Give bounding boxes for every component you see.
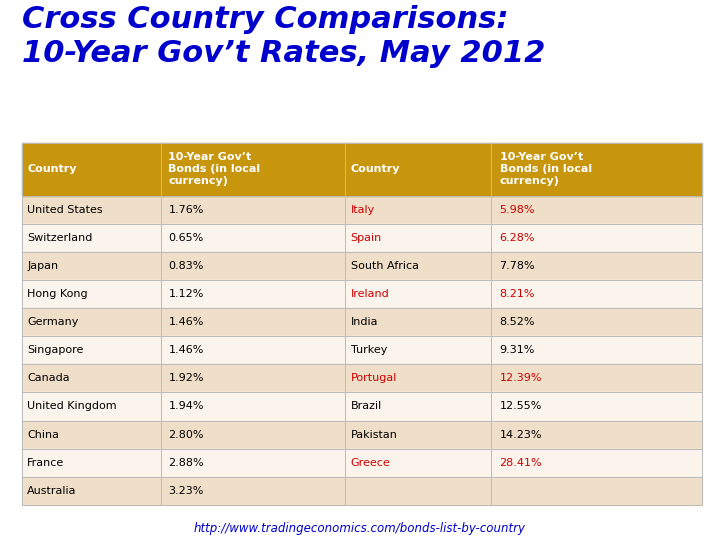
Text: 28.41%: 28.41% xyxy=(500,458,542,468)
Text: 0.83%: 0.83% xyxy=(168,261,204,271)
Text: Switzerland: Switzerland xyxy=(27,233,93,243)
Text: Canada: Canada xyxy=(27,373,70,383)
Text: Brazil: Brazil xyxy=(351,401,382,411)
Text: 1.76%: 1.76% xyxy=(168,205,204,214)
Text: United States: United States xyxy=(27,205,103,214)
Text: India: India xyxy=(351,317,378,327)
Text: 3.23%: 3.23% xyxy=(168,486,204,496)
Text: Ireland: Ireland xyxy=(351,289,390,299)
Text: 5.98%: 5.98% xyxy=(500,205,535,214)
Text: France: France xyxy=(27,458,64,468)
Text: Portugal: Portugal xyxy=(351,373,397,383)
Text: South Africa: South Africa xyxy=(351,261,418,271)
Text: 0.65%: 0.65% xyxy=(168,233,204,243)
Text: 2.80%: 2.80% xyxy=(168,430,204,440)
Text: Germany: Germany xyxy=(27,317,78,327)
Text: Country: Country xyxy=(27,164,76,174)
Text: Italy: Italy xyxy=(351,205,375,214)
Text: China: China xyxy=(27,430,59,440)
Text: Hong Kong: Hong Kong xyxy=(27,289,88,299)
Text: 10-Year Gov’t
Bonds (in local
currency): 10-Year Gov’t Bonds (in local currency) xyxy=(168,152,261,186)
Text: 1.94%: 1.94% xyxy=(168,401,204,411)
Text: 8.21%: 8.21% xyxy=(500,289,535,299)
Text: 1.46%: 1.46% xyxy=(168,345,204,355)
Text: 1.92%: 1.92% xyxy=(168,373,204,383)
Text: 7.78%: 7.78% xyxy=(500,261,535,271)
Text: Country: Country xyxy=(351,164,400,174)
Text: 6.28%: 6.28% xyxy=(500,233,535,243)
Text: http://www.tradingeconomics.com/bonds-list-by-country: http://www.tradingeconomics.com/bonds-li… xyxy=(194,522,526,535)
Text: 12.39%: 12.39% xyxy=(500,373,542,383)
Text: 2.88%: 2.88% xyxy=(168,458,204,468)
Text: Australia: Australia xyxy=(27,486,76,496)
Text: 14.23%: 14.23% xyxy=(500,430,542,440)
Text: 9.31%: 9.31% xyxy=(500,345,535,355)
Text: Greece: Greece xyxy=(351,458,390,468)
Text: 1.46%: 1.46% xyxy=(168,317,204,327)
Text: Turkey: Turkey xyxy=(351,345,387,355)
Text: Japan: Japan xyxy=(27,261,58,271)
Text: Singapore: Singapore xyxy=(27,345,84,355)
Text: United Kingdom: United Kingdom xyxy=(27,401,117,411)
Text: 12.55%: 12.55% xyxy=(500,401,542,411)
Text: 10-Year Gov’t
Bonds (in local
currency): 10-Year Gov’t Bonds (in local currency) xyxy=(500,152,592,186)
Text: 1.12%: 1.12% xyxy=(168,289,204,299)
Text: Spain: Spain xyxy=(351,233,382,243)
Text: 8.52%: 8.52% xyxy=(500,317,535,327)
Text: Cross Country Comparisons:
10-Year Gov’t Rates, May 2012: Cross Country Comparisons: 10-Year Gov’t… xyxy=(22,5,545,68)
Text: Pakistan: Pakistan xyxy=(351,430,397,440)
